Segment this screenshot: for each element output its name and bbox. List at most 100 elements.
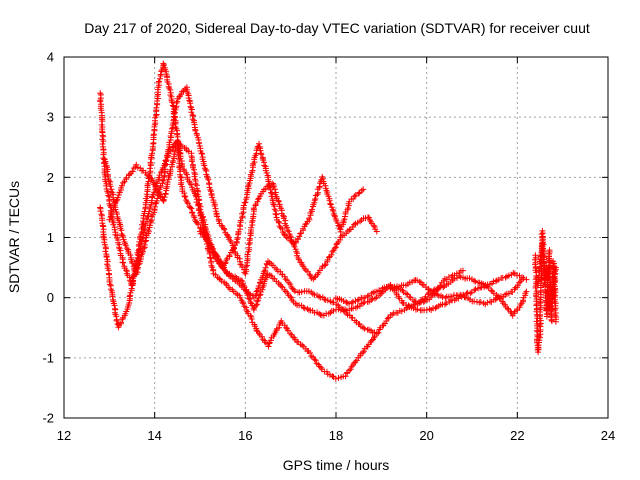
y-tick-label: 0: [47, 290, 54, 305]
data-point: [231, 245, 238, 252]
data-point: [351, 193, 358, 200]
data-point: [321, 296, 328, 303]
data-point: [211, 203, 218, 209]
data-point: [247, 312, 254, 319]
data-point: [406, 293, 413, 300]
data-point: [225, 272, 232, 279]
data-point: [329, 373, 336, 380]
data-point: [149, 150, 155, 157]
data-point: [183, 198, 190, 205]
data-point: [129, 260, 136, 267]
series-track-i: [534, 240, 559, 314]
data-point: [398, 308, 405, 315]
data-point: [325, 193, 332, 200]
data-point: [113, 197, 120, 204]
x-tick-label: 12: [57, 428, 71, 443]
data-point: [351, 360, 358, 366]
data-point: [159, 177, 166, 184]
data-point: [279, 225, 286, 232]
data-point: [247, 235, 253, 242]
data-point: [334, 219, 341, 226]
data-point: [477, 284, 484, 291]
data-point: [156, 78, 162, 85]
data-point: [509, 312, 516, 319]
data-point: [337, 226, 344, 233]
data-point: [467, 290, 474, 297]
x-tick-label: 24: [601, 428, 615, 443]
data-point: [195, 221, 202, 228]
data-point: [244, 251, 251, 258]
x-tick-label: 22: [510, 428, 524, 443]
data-point: [278, 283, 285, 290]
data-point: [307, 349, 313, 356]
data-point: [326, 197, 333, 204]
data-point: [168, 125, 175, 132]
data-point: [472, 278, 479, 285]
data-point: [105, 177, 112, 184]
data-point: [119, 182, 125, 189]
data-point: [262, 264, 269, 271]
data-point: [162, 190, 169, 197]
data-point: [167, 166, 174, 173]
data-point: [246, 290, 252, 297]
data-point: [160, 61, 167, 68]
data-point: [331, 245, 338, 252]
data-point: [218, 261, 225, 268]
data-point: [153, 104, 160, 111]
data-point: [161, 194, 168, 201]
data-point: [471, 287, 478, 294]
data-point: [169, 99, 176, 106]
chart-title: Day 217 of 2020, Sidereal Day-to-day VTE…: [84, 20, 590, 36]
data-point: [329, 248, 336, 255]
data-point: [160, 177, 167, 183]
data-point: [194, 132, 200, 139]
data-point: [135, 264, 141, 271]
x-tick-label: 16: [238, 428, 252, 443]
data-point: [189, 209, 196, 216]
data-point: [265, 343, 272, 350]
data-point: [191, 214, 198, 221]
data-point: [142, 238, 149, 245]
data-point: [305, 306, 312, 313]
data-point: [472, 286, 479, 293]
data-point: [219, 263, 226, 270]
data-point: [128, 285, 135, 292]
data-point: [240, 202, 247, 209]
data-point: [239, 278, 246, 284]
series-track-g: [387, 272, 530, 319]
data-point: [248, 316, 255, 322]
data-point: [205, 176, 212, 183]
data-point: [146, 208, 153, 215]
data-point: [311, 274, 318, 281]
data-point: [245, 241, 252, 248]
data-point: [357, 218, 364, 225]
y-tick-label: -2: [42, 411, 54, 426]
data-point: [102, 248, 109, 255]
data-point: [239, 213, 246, 220]
data-point: [416, 299, 423, 306]
data-point: [312, 196, 319, 202]
data-point: [246, 296, 253, 303]
data-point: [161, 172, 168, 179]
data-point: [373, 228, 380, 235]
data-point: [160, 60, 167, 67]
x-tick-label: 14: [147, 428, 161, 443]
data-point: [271, 206, 278, 213]
data-point: [153, 185, 160, 192]
data-point: [129, 168, 136, 175]
data-point: [272, 186, 278, 193]
data-point: [201, 165, 208, 172]
data-point: [145, 173, 152, 180]
data-point: [177, 173, 184, 180]
data-point: [182, 193, 189, 200]
data-point: [254, 298, 261, 305]
data-point: [106, 281, 113, 288]
data-point: [552, 307, 558, 313]
data-point: [261, 162, 268, 169]
data-point: [311, 197, 318, 204]
data-point: [162, 158, 169, 165]
data-point: [100, 138, 107, 145]
y-tick-label: 1: [47, 230, 54, 245]
